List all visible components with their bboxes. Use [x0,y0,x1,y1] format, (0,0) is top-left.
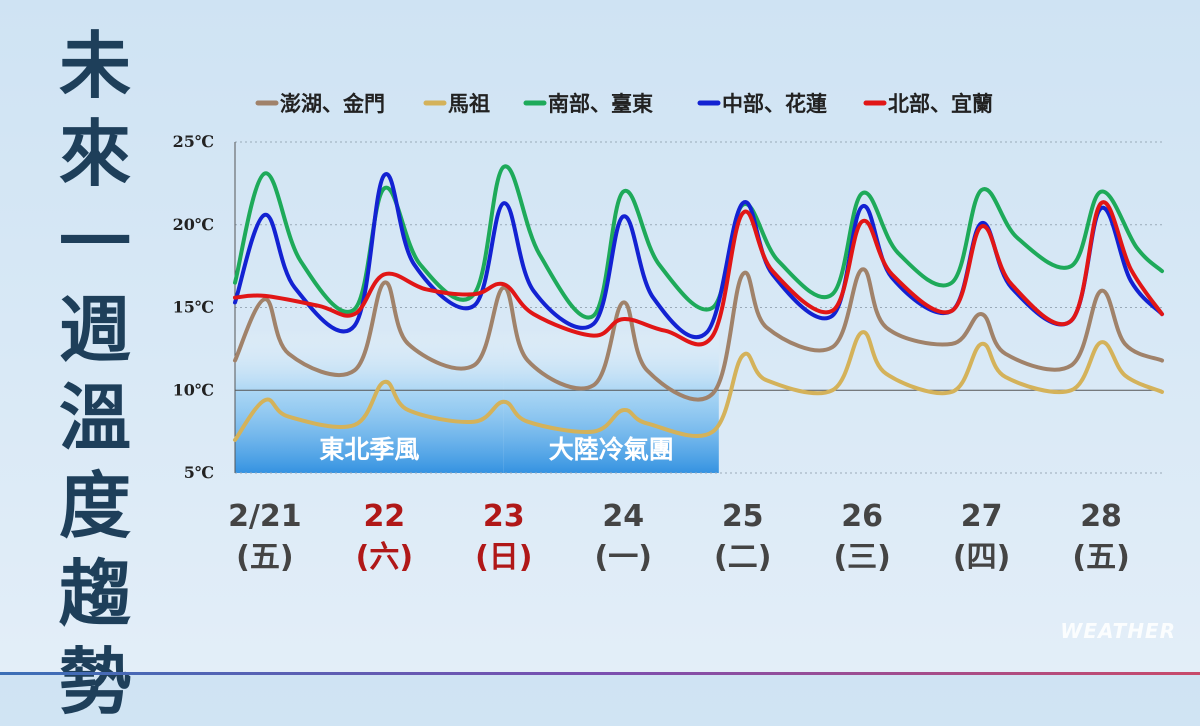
series-line [233,267,1164,402]
x-tick-weekday: (五) [236,540,293,575]
series-line [233,200,1164,347]
legend-label: 南部、臺東 [548,92,653,116]
y-tick-label: 5℃ [184,463,214,482]
legend-label: 澎湖、金門 [280,92,385,116]
regime-bands [235,329,719,473]
y-tick-label: 25℃ [173,132,214,151]
title-char: 溫 [58,376,131,460]
legend: 澎湖、金門 馬祖 南部、臺東 中部、花蓮 北部、宜蘭 [255,92,993,116]
x-tick-date: 28 [1080,499,1122,534]
y-tick-label: 10℃ [173,380,214,399]
legend-label: 馬祖 [448,92,490,116]
x-axis: 2/21 (五) 22 (六) 23 (日) 24 (一) 25 (二) 26 (三) 27 (四) 28 (… [228,499,1130,575]
x-tick-date: 22 [363,499,405,534]
gridlines [234,141,1162,474]
temperature-chart: 東北季風 大陸冷氣團 5℃ 10℃ 15℃ 20℃ 25℃ 澎湖、金門 馬祖 南部、臺東 中部、… [173,92,1164,575]
legend-label: 北部、宜蘭 [888,92,993,116]
x-tick-weekday: (三) [833,540,890,575]
title-char: 週 [58,288,131,372]
regime-label: 大陸冷氣團 [549,435,674,464]
x-tick-weekday: (日) [475,540,532,575]
x-tick-date: 2/21 [228,499,302,534]
regime-labels: 東北季風 大陸冷氣團 [319,435,673,464]
title-char: 一 [58,200,131,284]
regime-band [503,329,719,473]
regime-band [235,329,504,473]
y-axis: 5℃ 10℃ 15℃ 20℃ 25℃ [173,132,214,482]
watermark-text: WEATHER [1060,619,1176,643]
title-char: 度 [58,464,131,548]
title-char: 來 [58,112,131,196]
x-tick-date: 23 [483,499,525,534]
title-char: 趨 [58,552,131,636]
x-tick-weekday: (二) [714,540,771,575]
x-tick-date: 25 [722,499,764,534]
series-lines [233,164,1164,442]
bottom-color-strip [0,672,1200,675]
x-tick-weekday: (五) [1072,540,1129,575]
series-line [233,330,1164,442]
y-tick-label: 20℃ [173,215,214,234]
x-tick-weekday: (六) [356,540,413,575]
title-char: 未 [58,24,131,108]
y-tick-label: 15℃ [173,298,214,317]
x-tick-weekday: (一) [595,540,652,575]
x-tick-date: 26 [841,499,883,534]
x-tick-date: 27 [961,499,1003,534]
legend-label: 中部、花蓮 [722,92,827,116]
x-tick-date: 24 [602,499,644,534]
regime-label: 東北季風 [319,435,419,464]
x-tick-weekday: (四) [953,540,1010,575]
